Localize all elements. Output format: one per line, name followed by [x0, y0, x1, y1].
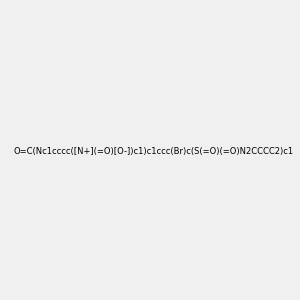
Text: O=C(Nc1cccc([N+](=O)[O-])c1)c1ccc(Br)c(S(=O)(=O)N2CCCC2)c1: O=C(Nc1cccc([N+](=O)[O-])c1)c1ccc(Br)c(S… [14, 147, 294, 156]
